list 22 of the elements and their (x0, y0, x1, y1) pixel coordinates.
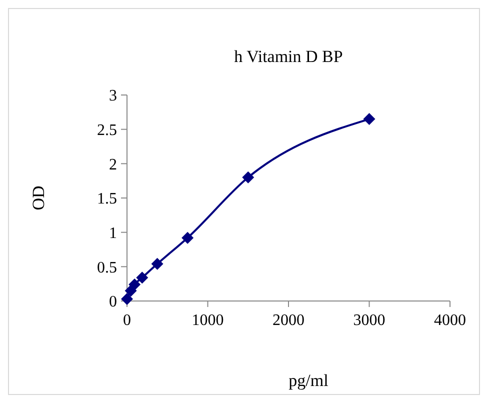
y-tick-label: 2 (109, 156, 117, 174)
y-axis-title: OD (29, 186, 48, 210)
y-tick-label: 2.5 (97, 122, 117, 139)
point (128, 278, 141, 291)
point (363, 113, 376, 126)
point (136, 272, 148, 284)
x-tick-label: 3000 (353, 312, 386, 329)
x-tick-label: 1000 (192, 312, 224, 329)
point (121, 292, 133, 305)
point (151, 258, 164, 270)
y-tick-label: 1 (109, 224, 117, 242)
x-tick-label: 0 (123, 312, 131, 329)
x-axis-title: pg/ml (288, 371, 329, 390)
point (242, 171, 254, 184)
x-tick-label: 2000 (272, 312, 304, 329)
y-tick-label: 1.5 (97, 190, 117, 208)
point (182, 232, 194, 244)
x-tick-label: 4000 (434, 312, 466, 329)
y-tick-label: 0 (109, 294, 117, 311)
chart-title: h Vitamin D BP (234, 47, 343, 66)
y-tick-label: 0.5 (97, 259, 117, 276)
y-tick-label: 3 (109, 88, 117, 105)
